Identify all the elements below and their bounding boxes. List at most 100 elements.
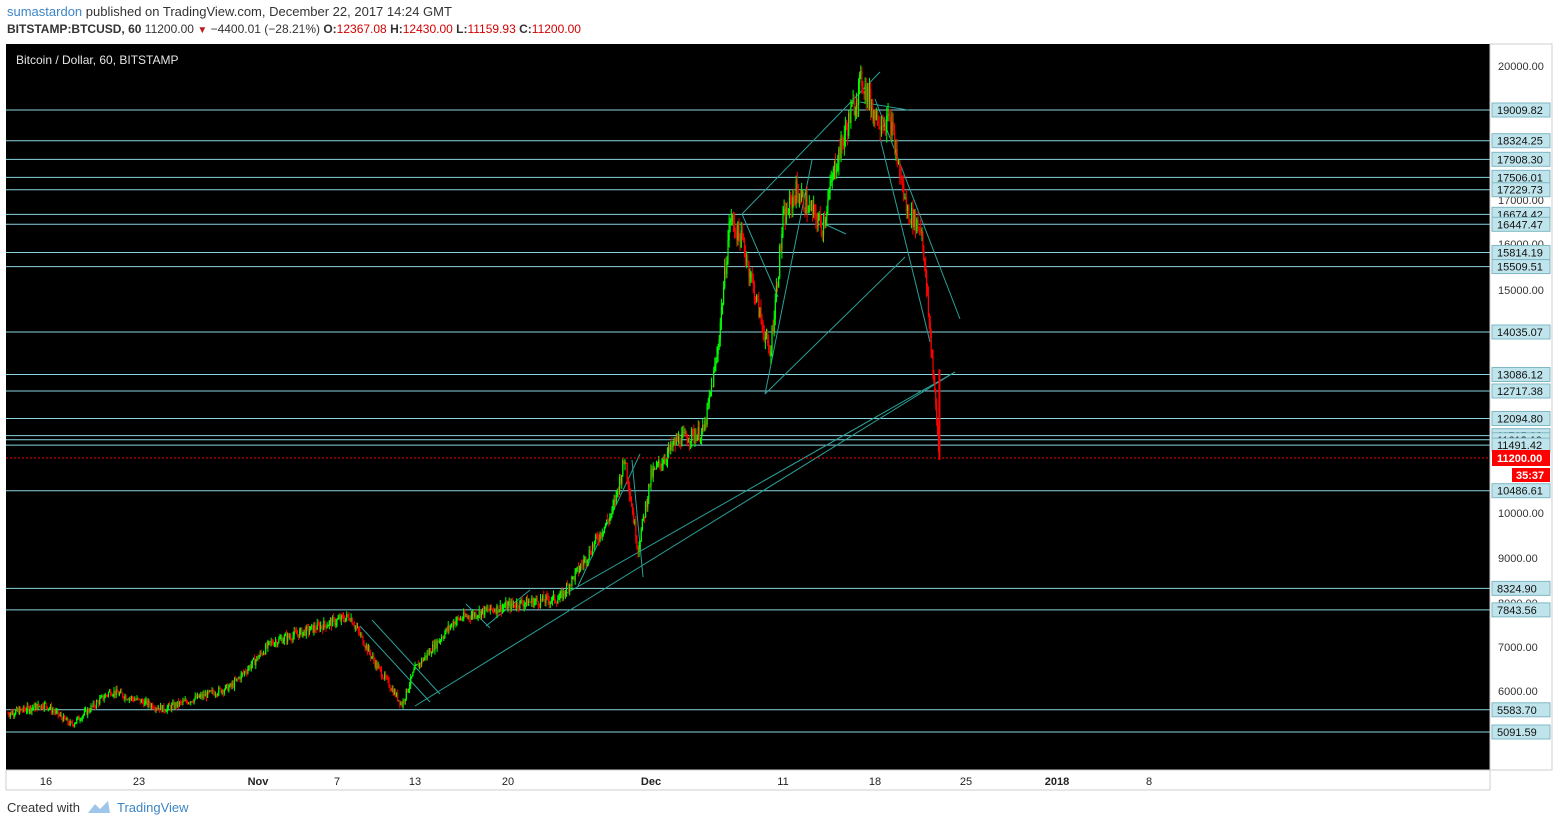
- candle-body: [9, 713, 11, 717]
- candle-body: [671, 442, 673, 448]
- candle-body: [849, 113, 851, 124]
- candle-body: [156, 708, 158, 710]
- candle-body: [68, 723, 70, 725]
- candle-body: [10, 711, 12, 714]
- candle-body: [175, 703, 177, 707]
- candle-body: [342, 616, 345, 620]
- candle-body: [46, 706, 48, 710]
- candle-body: [155, 708, 157, 710]
- trend-line[interactable]: [371, 619, 441, 695]
- candle-body: [306, 626, 308, 628]
- candle-body: [257, 656, 259, 660]
- trend-line[interactable]: [764, 256, 906, 395]
- candle-body: [808, 205, 810, 212]
- candle-body: [749, 277, 751, 279]
- author-link[interactable]: sumastardon: [7, 4, 83, 19]
- candle-body: [550, 600, 552, 602]
- candle-body: [916, 219, 918, 232]
- candle-body: [695, 435, 697, 441]
- tradingview-link[interactable]: TradingView: [117, 800, 189, 815]
- candle-body: [611, 508, 613, 515]
- candle-body: [203, 693, 205, 697]
- candle-body: [281, 638, 283, 644]
- level-price-label: 19009.82: [1497, 105, 1543, 117]
- x-tick-label: 23: [133, 776, 145, 788]
- candle-body: [86, 709, 88, 715]
- candle-body: [47, 708, 49, 710]
- candle-body: [584, 557, 586, 561]
- candle-body: [539, 598, 542, 606]
- candle-body: [115, 689, 117, 696]
- candle-body: [274, 641, 277, 643]
- candle-body: [423, 658, 425, 662]
- candle-body: [311, 624, 313, 627]
- candle-body: [791, 197, 793, 209]
- candle-body: [408, 685, 411, 690]
- candle-body: [14, 714, 16, 716]
- current-price-tag: [1492, 450, 1550, 466]
- trend-line[interactable]: [359, 625, 431, 703]
- candle-body: [11, 711, 13, 715]
- candle-body: [54, 711, 56, 713]
- candle-body: [819, 214, 821, 221]
- candle-body: [417, 663, 419, 668]
- candle-body: [731, 215, 733, 220]
- candle-body: [39, 705, 41, 707]
- trend-line[interactable]: [741, 213, 779, 298]
- trend-line[interactable]: [741, 71, 881, 215]
- trend-line[interactable]: [557, 371, 956, 599]
- candle-body: [241, 672, 243, 674]
- level-price-label: 8324.90: [1497, 583, 1537, 595]
- candle-body: [217, 693, 219, 696]
- candle-body: [87, 709, 89, 715]
- candle-body: [665, 460, 667, 462]
- candle-body: [718, 339, 720, 348]
- candle-body: [411, 676, 413, 678]
- candle-body: [761, 319, 763, 325]
- candle-body: [773, 318, 775, 332]
- close-value: 11200.00: [531, 22, 581, 36]
- candle-body: [796, 181, 798, 193]
- candle-body: [314, 625, 316, 630]
- trend-line[interactable]: [414, 371, 956, 707]
- candle-body: [158, 707, 161, 711]
- candle-body: [862, 86, 864, 92]
- trend-line[interactable]: [879, 137, 931, 343]
- time-axis[interactable]: [5, 769, 1491, 791]
- candle-body: [456, 617, 458, 621]
- candle-body: [870, 88, 872, 111]
- candle-body: [100, 696, 102, 699]
- candle-body: [135, 699, 137, 701]
- candle-body: [96, 701, 99, 703]
- candle-body: [769, 350, 771, 356]
- candle-body: [250, 664, 252, 669]
- candle-body: [438, 640, 440, 643]
- candle-body: [659, 460, 661, 464]
- candle-body: [704, 420, 706, 431]
- candle-body: [882, 125, 884, 127]
- trend-line[interactable]: [874, 98, 961, 320]
- plot-area[interactable]: [6, 44, 1490, 770]
- candle-body: [705, 420, 707, 425]
- candle-body: [663, 459, 665, 464]
- candle-body: [401, 702, 403, 707]
- candle-body: [577, 566, 580, 573]
- trend-line[interactable]: [631, 459, 644, 578]
- candle-body: [198, 694, 200, 698]
- candle-body: [913, 209, 915, 228]
- candle-body: [712, 385, 714, 387]
- candle-body: [395, 692, 398, 697]
- candle-body: [530, 602, 532, 604]
- candle-body: [576, 566, 578, 569]
- candle-body: [768, 340, 770, 351]
- candle-body: [183, 700, 185, 702]
- candle-body: [874, 110, 876, 121]
- price-chart[interactable]: Bitcoin / Dollar, 60, BITSTAMP 6000.00 70…: [0, 42, 1556, 794]
- candle-body: [185, 699, 187, 702]
- candle-body: [128, 698, 130, 700]
- candle-body: [38, 703, 40, 707]
- candle-body: [126, 699, 128, 701]
- candle-body: [343, 619, 346, 622]
- candle-body: [12, 712, 14, 715]
- candle-body: [500, 604, 502, 612]
